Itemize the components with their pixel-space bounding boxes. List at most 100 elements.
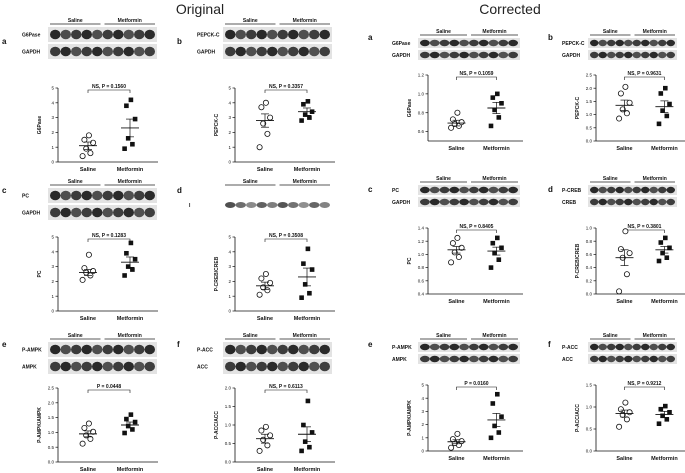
- scatter-plot: 0 1 2 3 4 5 P-AMPK/AMPK P = 0.0160 Saline Metform…: [407, 381, 523, 462]
- blot-band: [123, 361, 134, 372]
- y-axis-label: P-ACC/ACC: [575, 404, 581, 432]
- y-tick-label: 4: [51, 100, 54, 105]
- blot-band: [590, 355, 599, 363]
- blot-band: [649, 186, 658, 194]
- blot-band: [658, 355, 667, 363]
- blot-band: [246, 29, 257, 40]
- blot-band: [429, 198, 440, 206]
- data-point-metformin: [305, 246, 311, 252]
- y-tick-label: 1: [421, 435, 424, 440]
- blot-band: [598, 51, 607, 59]
- data-point-saline: [454, 109, 461, 116]
- data-point-saline: [458, 438, 465, 445]
- blot-band: [624, 343, 633, 351]
- y-tick-label: 0.8: [586, 239, 593, 244]
- scatter-plot: 0.0 0.5 1.0 1.5 P-ACC/ACC NS, P = 0.9212 Salin…: [575, 381, 685, 462]
- blot-band: [598, 198, 607, 206]
- data-point-saline: [79, 440, 86, 447]
- blot-band: [449, 186, 460, 194]
- data-point-saline: [623, 416, 630, 423]
- blot-band: [478, 186, 489, 194]
- y-tick-label: 4: [228, 249, 231, 254]
- panel-letter: d: [548, 185, 553, 194]
- blot-label: PEPCK-C: [197, 33, 220, 39]
- blot-label: ACC: [197, 365, 208, 371]
- blot-band: [123, 190, 134, 201]
- western-blot: Saline Metformin P-CREB CREB: [562, 176, 677, 207]
- data-point-metformin: [130, 267, 135, 272]
- blot-band: [420, 39, 430, 47]
- y-tick-label: 3: [51, 264, 54, 269]
- y-tick-label: 2.5: [586, 73, 593, 78]
- panels-layer: a Saline Metformin G6Pase GAPDH 0 1 2 3 4 5 G6Pase N…: [2, 18, 685, 473]
- blot-band: [498, 186, 509, 194]
- data-point-metformin: [122, 146, 127, 151]
- blot-band: [267, 46, 278, 57]
- blot-band: [123, 46, 134, 57]
- blot-band: [590, 186, 599, 194]
- scatter-plot: 0 1 2 3 4 5 G6Pase NS, P = 0.1560 Saline Metformi…: [37, 84, 158, 173]
- data-point-metformin: [132, 116, 138, 122]
- blot-band: [615, 198, 624, 206]
- group-label-metformin: Metformin: [482, 333, 506, 339]
- data-point-metformin: [492, 423, 497, 429]
- blot-band: [624, 51, 633, 59]
- x-label-saline: Saline: [616, 146, 632, 152]
- significance-bracket: [456, 229, 497, 233]
- x-label-metformin: Metformin: [117, 467, 144, 473]
- y-tick-label: 2.0: [225, 386, 232, 391]
- panel-c_b: b Saline Metformin PEPCK-C GAPDH 0.0 0.5 1.0 1.5…: [548, 29, 685, 152]
- data-point-saline: [449, 436, 456, 443]
- data-point-saline: [626, 250, 633, 257]
- significance-bracket: [456, 386, 497, 390]
- y-tick-label: 0.8: [418, 110, 425, 115]
- data-point-saline: [448, 444, 455, 451]
- data-point-saline: [262, 423, 269, 430]
- y-axis-label: PEPCK-C: [214, 113, 220, 136]
- blot-band: [459, 51, 469, 59]
- panel-c_e: e Saline Metformin P-AMPK AMPK 0 1 2 3 4 5 P-AMPK/A…: [368, 333, 523, 462]
- blot-band: [469, 51, 479, 59]
- data-point-metformin: [656, 421, 662, 427]
- y-tick-label: 0: [228, 309, 231, 314]
- data-point-metformin: [299, 295, 304, 300]
- blot-band: [235, 361, 246, 372]
- blot-band: [113, 190, 124, 201]
- scatter-plot: 0.0 0.2 0.4 0.6 0.8 1.0 P-CREB/CREB NS, P = 0.3…: [575, 224, 685, 305]
- data-point-metformin: [130, 427, 135, 432]
- group-label-saline: Saline: [243, 179, 258, 185]
- blot-band: [469, 355, 479, 363]
- y-tick-label: 0.5: [586, 125, 593, 130]
- data-point-metformin: [132, 256, 138, 262]
- data-point-metformin: [124, 103, 129, 109]
- blot-band: [277, 201, 288, 209]
- blot-band: [71, 46, 82, 57]
- data-point-metformin: [305, 398, 311, 404]
- blot-band: [478, 343, 489, 351]
- x-label-saline: Saline: [80, 316, 96, 322]
- scatter-plot: 0.4 0.6 0.8 1.0 1.2 1.4 PC NS, P = 0.8405 Saline…: [407, 224, 523, 305]
- significance-bracket: [87, 89, 131, 93]
- y-tick-label: 1.5: [586, 99, 593, 104]
- scatter-plot: 0.6 0.8 1.0 1.2 G6Pase NS, P = 0.1059 Saline Me…: [407, 71, 523, 152]
- blot-label: I: [189, 203, 191, 209]
- blot-band: [309, 361, 320, 372]
- blot-band: [102, 46, 113, 57]
- y-tick-label: 5: [51, 235, 54, 240]
- blot-band: [429, 343, 440, 351]
- panel-o_c: c Saline Metformin PC GAPDH 0 1 2 3 4 5 PC NS, P = 0…: [2, 179, 158, 322]
- blot-band: [288, 29, 299, 40]
- data-point-saline: [264, 130, 271, 137]
- data-point-metformin: [301, 422, 306, 428]
- western-blot: Saline Metformin P-AMPK AMPK: [392, 333, 520, 364]
- p-value-label: P = 0.0448: [97, 384, 121, 390]
- blot-band: [607, 186, 616, 194]
- data-point-metformin: [495, 235, 500, 241]
- data-point-saline: [617, 90, 624, 97]
- data-point-metformin: [128, 97, 134, 103]
- data-point-saline: [616, 288, 623, 295]
- blot-band: [666, 198, 675, 206]
- data-point-metformin: [664, 255, 670, 260]
- blot-band: [309, 46, 320, 57]
- blot-band: [420, 343, 430, 351]
